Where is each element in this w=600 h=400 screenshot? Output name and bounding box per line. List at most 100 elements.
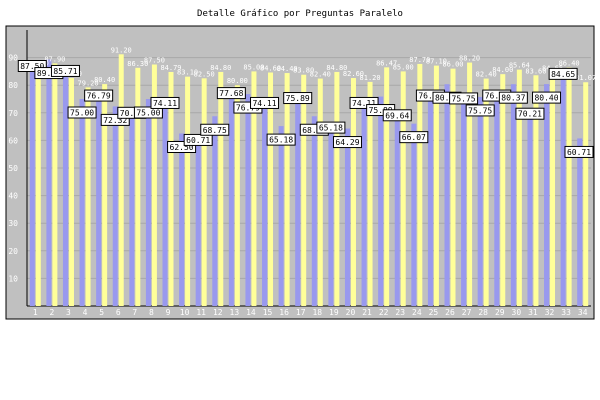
bar-general bbox=[450, 68, 456, 306]
x-tick-label: 31 bbox=[528, 308, 538, 317]
x-tick-label: 18 bbox=[312, 308, 322, 317]
chart-title: Detalle Gráfico por Preguntas Paralelo bbox=[197, 9, 403, 19]
x-tick-label: 6 bbox=[116, 308, 121, 317]
bar-paralelo bbox=[344, 128, 350, 306]
data-label-general: 84.80 bbox=[326, 64, 347, 72]
data-label-box bbox=[316, 121, 346, 134]
bar-general bbox=[234, 85, 240, 306]
bar-general bbox=[550, 72, 556, 306]
bar-general bbox=[367, 81, 373, 306]
data-label-paralelo: 76.79 bbox=[236, 104, 260, 113]
bar-general bbox=[118, 54, 124, 307]
data-label-general: 86.30 bbox=[127, 60, 148, 68]
bar-general bbox=[350, 78, 356, 306]
data-label-paralelo: 85.71 bbox=[53, 67, 77, 76]
data-label-box bbox=[449, 92, 479, 105]
x-tick-label: 2 bbox=[49, 308, 54, 317]
data-label-box bbox=[67, 106, 97, 119]
bar-general bbox=[185, 76, 191, 306]
data-label-general: 82.50 bbox=[194, 70, 215, 78]
bar-paralelo bbox=[427, 94, 433, 306]
data-label-paralelo: 77.68 bbox=[219, 89, 243, 98]
y-tick-label: 60 bbox=[8, 136, 18, 145]
bar-paralelo bbox=[162, 101, 168, 307]
data-label-general: 85.00 bbox=[393, 63, 414, 71]
data-label-paralelo: 80.40 bbox=[534, 94, 558, 103]
data-label-paralelo: 65.18 bbox=[269, 136, 293, 145]
y-tick-label: 50 bbox=[8, 164, 18, 173]
bar-paralelo bbox=[328, 126, 334, 306]
x-tick-label: 21 bbox=[362, 308, 372, 317]
data-label-box bbox=[283, 92, 313, 105]
data-label-paralelo: 74.11 bbox=[352, 99, 376, 108]
bar-paralelo bbox=[361, 101, 367, 307]
x-tick-label: 9 bbox=[166, 308, 171, 317]
data-label-paralelo: 60.71 bbox=[567, 148, 591, 157]
data-label-general: 87.70 bbox=[409, 56, 430, 64]
data-label-paralelo: 64.29 bbox=[335, 138, 359, 147]
data-label-general: 79.20 bbox=[78, 79, 99, 87]
bar-paralelo bbox=[311, 116, 317, 306]
data-label-general: 84.79 bbox=[160, 64, 181, 72]
x-tick-label: 14 bbox=[246, 308, 256, 317]
bar-general bbox=[168, 71, 174, 306]
x-tick-label: 5 bbox=[99, 308, 104, 317]
bar-paralelo bbox=[411, 123, 417, 307]
x-tick-label: 1 bbox=[33, 308, 38, 317]
data-label-box bbox=[515, 107, 545, 120]
data-label-general: 83.10 bbox=[177, 69, 198, 77]
data-label-paralelo: 72.32 bbox=[103, 116, 127, 125]
data-label-box bbox=[100, 113, 130, 126]
data-label-paralelo: 89.29 bbox=[37, 69, 61, 78]
x-tick-label: 29 bbox=[495, 308, 505, 317]
data-label-box bbox=[250, 96, 280, 109]
bar-general bbox=[151, 64, 157, 306]
data-label-box bbox=[167, 141, 197, 153]
bar-paralelo bbox=[245, 94, 251, 306]
data-label-general: 84.40 bbox=[277, 65, 298, 73]
data-label-box bbox=[548, 67, 578, 80]
x-tick-label: 26 bbox=[445, 308, 455, 317]
x-tick-label: 28 bbox=[478, 308, 488, 317]
bar-paralelo bbox=[145, 99, 151, 306]
bar-paralelo bbox=[179, 133, 185, 306]
y-tick-label: 70 bbox=[8, 109, 18, 118]
bar-general bbox=[400, 71, 406, 307]
bar-paralelo bbox=[444, 84, 450, 307]
x-tick-label: 11 bbox=[196, 308, 206, 317]
data-label-paralelo: 84.65 bbox=[551, 70, 575, 79]
data-label-paralelo: 74.11 bbox=[153, 99, 177, 108]
data-label-paralelo: 76.79 bbox=[418, 92, 442, 101]
data-label-paralelo: 69.64 bbox=[385, 111, 409, 120]
data-label-box bbox=[84, 89, 114, 102]
y-tick-label: 80 bbox=[8, 81, 18, 90]
x-tick-label: 17 bbox=[296, 308, 306, 317]
y-tick-label: 40 bbox=[8, 192, 18, 201]
bar-general bbox=[317, 78, 323, 307]
x-tick-label: 20 bbox=[346, 308, 356, 317]
data-label-box bbox=[498, 91, 528, 104]
data-label-box bbox=[399, 131, 429, 144]
x-tick-label: 22 bbox=[379, 308, 389, 317]
bar-general bbox=[384, 67, 390, 306]
bar-general bbox=[284, 73, 290, 306]
y-tick-label: 10 bbox=[8, 274, 18, 283]
bar-general bbox=[201, 78, 207, 306]
bar-paralelo bbox=[62, 69, 68, 306]
bar-general bbox=[35, 67, 41, 306]
bar-paralelo bbox=[195, 138, 201, 306]
data-label-general: 86.40 bbox=[559, 60, 580, 68]
x-tick-label: 23 bbox=[395, 308, 405, 317]
data-label-general: 80.40 bbox=[94, 76, 115, 84]
bar-paralelo bbox=[212, 116, 218, 306]
x-tick-label: 27 bbox=[462, 308, 472, 317]
data-label-general: 82.40 bbox=[310, 71, 331, 79]
data-label-box bbox=[382, 109, 412, 122]
data-label-paralelo: 75.89 bbox=[286, 94, 310, 103]
bar-general bbox=[583, 82, 589, 307]
data-label-general: 82.60 bbox=[343, 70, 364, 78]
data-label-paralelo: 70.21 bbox=[518, 110, 542, 119]
data-label-general: 87.10 bbox=[426, 58, 447, 66]
bar-paralelo bbox=[527, 112, 533, 306]
data-label-paralelo: 76.79 bbox=[485, 92, 509, 101]
